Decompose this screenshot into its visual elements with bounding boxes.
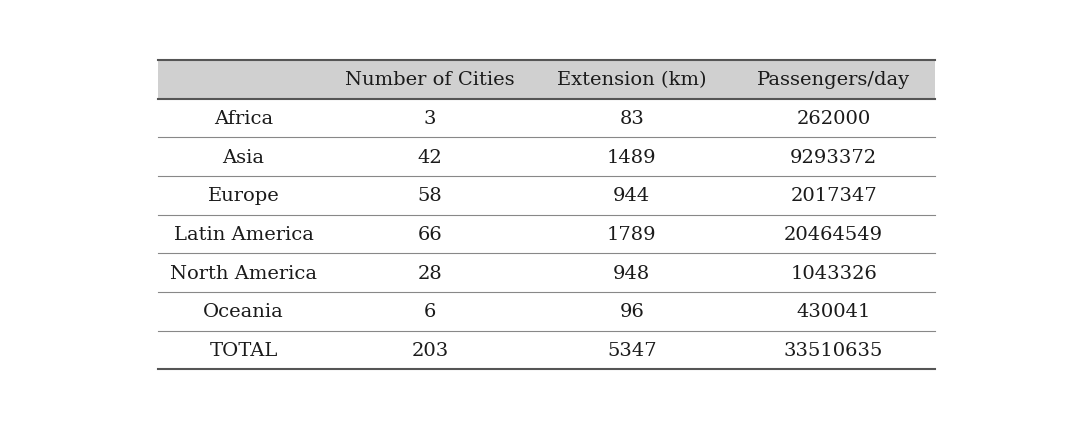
Text: 1043326: 1043326 bbox=[790, 264, 877, 282]
Text: TOTAL: TOTAL bbox=[209, 341, 277, 359]
Text: 20464549: 20464549 bbox=[785, 225, 884, 243]
Text: 58: 58 bbox=[418, 187, 442, 205]
Text: Extension (km): Extension (km) bbox=[558, 71, 707, 89]
Text: 83: 83 bbox=[619, 110, 644, 128]
Text: 3: 3 bbox=[423, 110, 436, 128]
Bar bbox=[158, 292, 935, 331]
Text: 944: 944 bbox=[613, 187, 650, 205]
Text: Africa: Africa bbox=[214, 110, 273, 128]
Bar bbox=[158, 177, 935, 215]
Bar bbox=[158, 61, 935, 100]
Text: 42: 42 bbox=[418, 148, 442, 166]
Text: 5347: 5347 bbox=[607, 341, 657, 359]
Text: Number of Cities: Number of Cities bbox=[345, 71, 515, 89]
Text: 1789: 1789 bbox=[607, 225, 657, 243]
Text: North America: North America bbox=[169, 264, 317, 282]
Text: 9293372: 9293372 bbox=[790, 148, 877, 166]
Bar bbox=[158, 100, 935, 138]
Bar bbox=[158, 138, 935, 177]
Text: 203: 203 bbox=[411, 341, 449, 359]
Text: Latin America: Latin America bbox=[174, 225, 313, 243]
Text: Oceania: Oceania bbox=[204, 302, 284, 320]
Text: Europe: Europe bbox=[208, 187, 279, 205]
Text: 430041: 430041 bbox=[796, 302, 871, 320]
Bar bbox=[158, 253, 935, 292]
Text: Passengers/day: Passengers/day bbox=[757, 71, 910, 89]
Text: 6: 6 bbox=[423, 302, 436, 320]
Bar bbox=[158, 331, 935, 369]
Text: 33510635: 33510635 bbox=[784, 341, 884, 359]
Text: 66: 66 bbox=[418, 225, 442, 243]
Text: 96: 96 bbox=[619, 302, 644, 320]
Text: 28: 28 bbox=[418, 264, 442, 282]
Text: Asia: Asia bbox=[223, 148, 264, 166]
Bar bbox=[158, 215, 935, 253]
Text: 1489: 1489 bbox=[607, 148, 657, 166]
Text: 262000: 262000 bbox=[796, 110, 871, 128]
Text: 2017347: 2017347 bbox=[790, 187, 877, 205]
Text: 948: 948 bbox=[613, 264, 650, 282]
